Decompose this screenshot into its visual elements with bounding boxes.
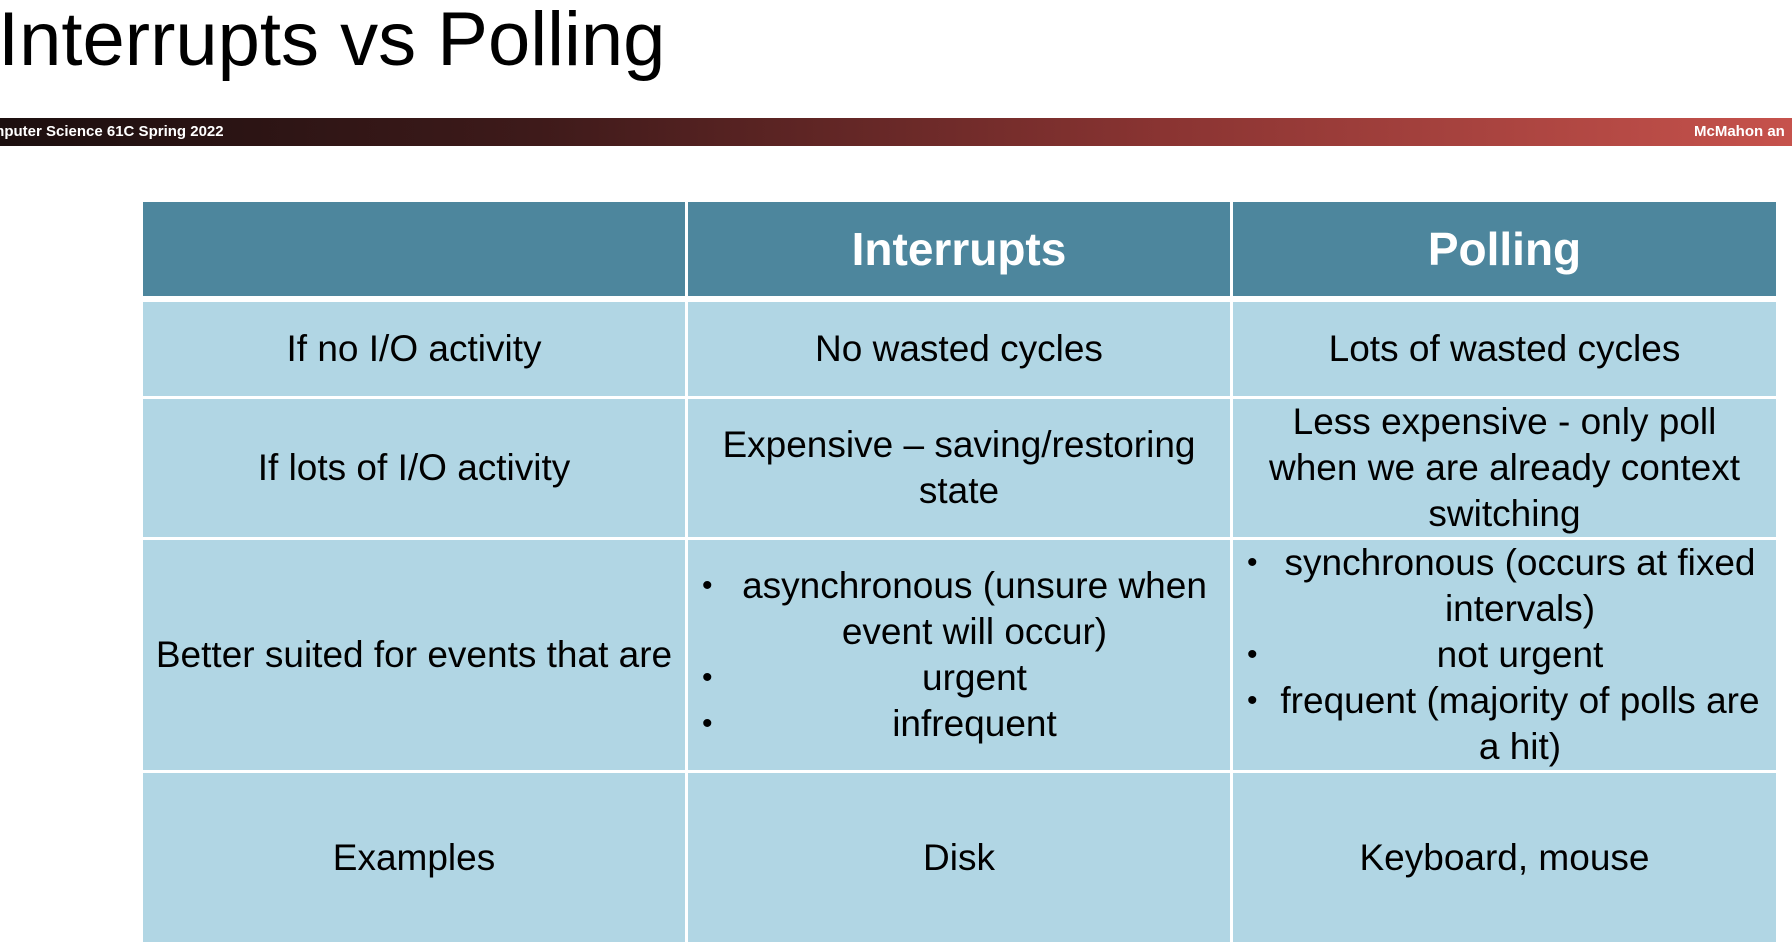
polling-cell: Lots of wasted cycles: [1230, 297, 1779, 399]
instructor-names: McMahon an: [1694, 123, 1785, 140]
interrupts-cell: Disk: [685, 770, 1233, 942]
table-row: Examples Disk Keyboard, mouse: [140, 770, 1779, 942]
header-empty-cell: [140, 199, 688, 302]
course-name: mputer Science 61C Spring 2022: [0, 123, 224, 140]
list-item: synchronous (occurs at fixed intervals): [1245, 540, 1764, 632]
header-polling: Polling: [1230, 199, 1779, 302]
interrupts-cell: Expensive – saving/restoring state: [685, 396, 1233, 540]
list-item: infrequent: [700, 701, 1218, 747]
list-item: urgent: [700, 655, 1218, 701]
interrupts-cell: No wasted cycles: [685, 297, 1233, 399]
comparison-table: Interrupts Polling If no I/O activity No…: [140, 199, 1779, 942]
row-label: If no I/O activity: [140, 297, 688, 399]
interrupts-bullet-list: asynchronous (unsure when event will occ…: [700, 563, 1218, 747]
list-item: frequent (majority of polls are a hit): [1245, 678, 1764, 770]
header-row: Interrupts Polling: [140, 199, 1779, 302]
row-label: Better suited for events that are: [140, 537, 688, 773]
list-item: asynchronous (unsure when event will occ…: [700, 563, 1218, 655]
header-interrupts: Interrupts: [685, 199, 1233, 302]
row-label: If lots of I/O activity: [140, 396, 688, 540]
polling-bullet-list: synchronous (occurs at fixed intervals) …: [1245, 540, 1764, 770]
polling-cell: Keyboard, mouse: [1230, 770, 1779, 942]
slide-title: Interrupts vs Polling: [0, 0, 666, 82]
interrupts-cell: asynchronous (unsure when event will occ…: [685, 537, 1233, 773]
table-row: If no I/O activity No wasted cycles Lots…: [140, 297, 1779, 399]
list-item: not urgent: [1245, 632, 1764, 678]
polling-cell: synchronous (occurs at fixed intervals) …: [1230, 537, 1779, 773]
row-label: Examples: [140, 770, 688, 942]
table-row: Better suited for events that are asynch…: [140, 537, 1779, 773]
table-row: If lots of I/O activity Expensive – savi…: [140, 396, 1779, 540]
polling-cell: Less expensive - only poll when we are a…: [1230, 396, 1779, 540]
course-banner: mputer Science 61C Spring 2022 McMahon a…: [0, 118, 1792, 146]
